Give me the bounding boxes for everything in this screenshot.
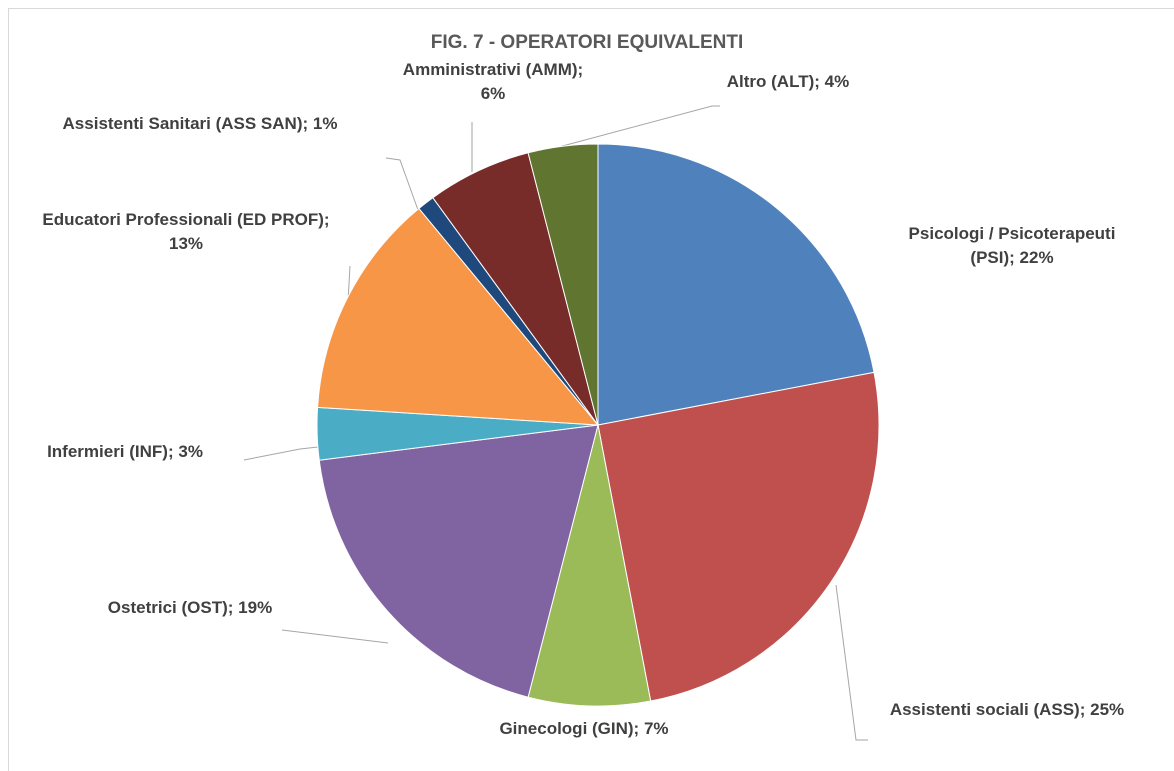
data-label: Ostetrici (OST); 19% <box>100 596 280 620</box>
leader-line <box>835 584 868 741</box>
category-label: Ostetrici (OST); <box>107 598 234 617</box>
value-label: 6% <box>480 84 506 103</box>
value-label: 22% <box>1019 248 1054 267</box>
data-label: Amministrativi (AMM); 6% <box>398 58 588 106</box>
category-label: Altro (ALT); <box>726 72 820 91</box>
data-label: Educatori Professionali (ED PROF); 13% <box>36 208 336 256</box>
data-label: Ginecologi (GIN); 7% <box>484 717 684 741</box>
category-label: Infermieri (INF); <box>47 442 174 461</box>
value-label: 13% <box>168 234 204 253</box>
leader-line <box>385 157 419 211</box>
category-label: Assistenti sociali (ASS); <box>889 700 1086 719</box>
leader-line <box>554 105 720 149</box>
pie-slice <box>318 424 599 698</box>
category-label: Amministrativi (AMM); <box>402 60 584 79</box>
leader-line <box>243 446 319 461</box>
chart-title: FIG. 7 - OPERATORI EQUIVALENTI <box>430 32 744 53</box>
data-label: Assistenti sociali (ASS); 25% <box>842 698 1172 722</box>
value-label: 19% <box>238 598 273 617</box>
category-label: Educatori Professionali (ED PROF); <box>42 210 330 229</box>
category-label: Psicologi / Psicoterapeuti (PSI); <box>908 224 1116 267</box>
value-label: 7% <box>643 719 669 738</box>
data-label: Infermieri (INF); 3% <box>0 440 255 464</box>
leader-line <box>281 629 389 644</box>
value-label: 3% <box>178 442 203 461</box>
category-label: Ginecologi (GIN); <box>499 719 640 738</box>
pie-slice <box>597 371 880 702</box>
value-label: 4% <box>824 72 850 91</box>
pie-slice <box>527 143 599 426</box>
data-label: Psicologi / Psicoterapeuti (PSI); 22% <box>892 222 1132 270</box>
chart-frame <box>8 8 1174 771</box>
data-label: Assistenti Sanitari (ASS SAN); 1% <box>0 112 400 136</box>
data-label: Altro (ALT); 4% <box>688 70 888 94</box>
pie-slice <box>317 207 600 426</box>
value-label: 25% <box>1090 700 1125 719</box>
pie-slice <box>527 424 652 707</box>
pie-slice <box>597 143 875 426</box>
category-label: Assistenti Sanitari (ASS SAN); <box>62 114 309 133</box>
value-label: 1% <box>312 114 338 133</box>
